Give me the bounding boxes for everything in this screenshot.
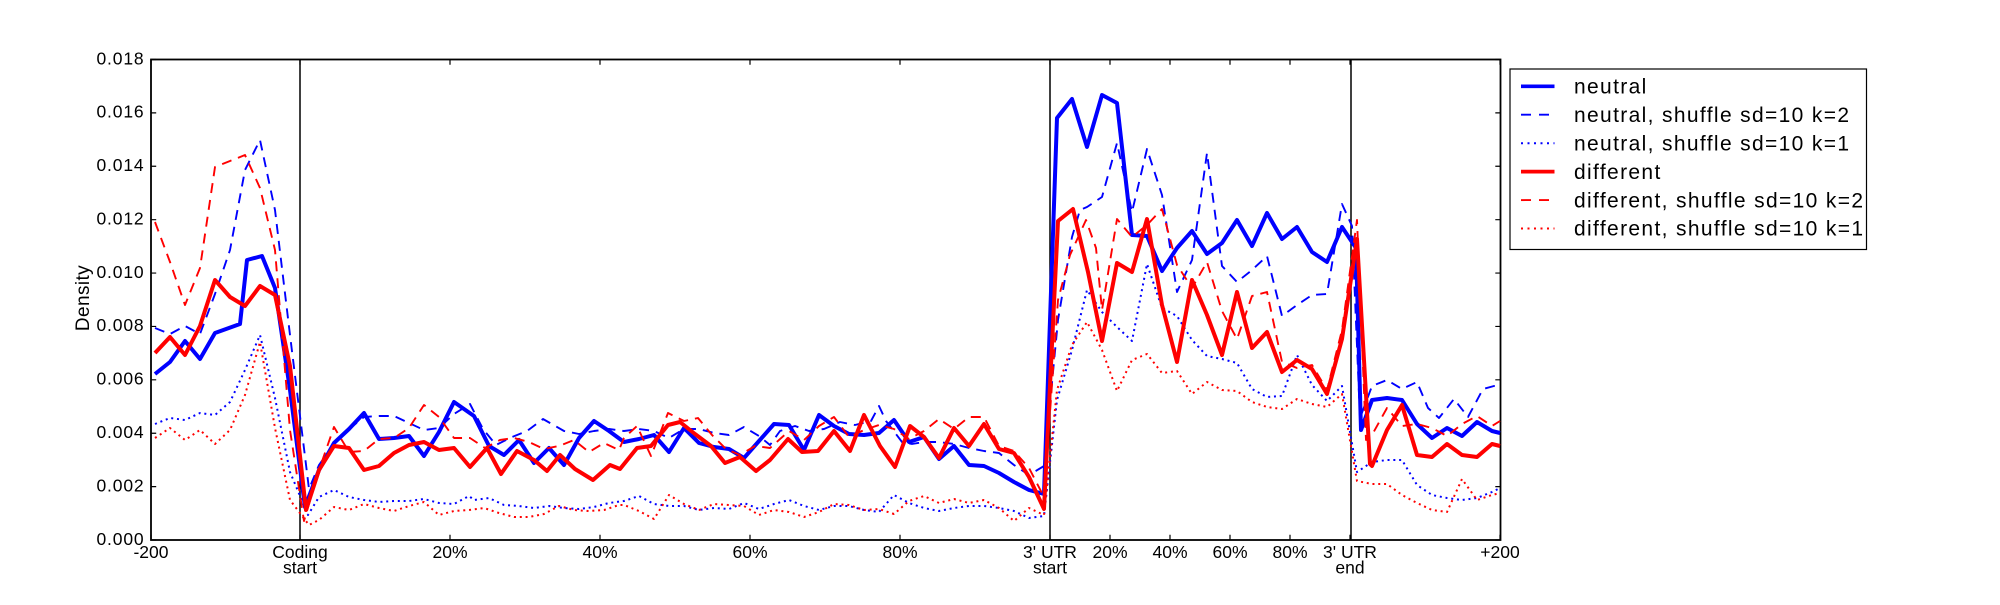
svg-text:0.008: 0.008 [96,315,144,335]
svg-text:0.012: 0.012 [96,209,144,229]
svg-text:different, shuffle sd=10 k=1: different, shuffle sd=10 k=1 [1574,218,1864,241]
svg-text:20%: 20% [1092,542,1127,562]
svg-text:0.000: 0.000 [96,529,144,549]
svg-text:60%: 60% [1212,542,1247,562]
svg-text:Coding: Coding [272,542,327,562]
svg-text:-200: -200 [133,542,168,562]
svg-text:0.010: 0.010 [96,262,144,282]
svg-text:0.006: 0.006 [96,369,144,389]
svg-text:0.014: 0.014 [96,155,144,175]
svg-text:40%: 40% [1152,542,1187,562]
svg-text:0.016: 0.016 [96,102,144,122]
svg-text:3' UTR: 3' UTR [1323,542,1377,562]
svg-text:+200: +200 [1480,542,1520,562]
svg-text:start: start [1033,558,1067,578]
svg-text:neutral: neutral [1574,76,1648,99]
svg-text:0.004: 0.004 [96,422,144,442]
svg-text:80%: 80% [1272,542,1307,562]
svg-text:0.002: 0.002 [96,475,144,495]
svg-text:neutral, shuffle sd=10 k=1: neutral, shuffle sd=10 k=1 [1574,132,1850,155]
svg-text:20%: 20% [432,542,467,562]
svg-text:60%: 60% [732,542,767,562]
svg-text:80%: 80% [882,542,917,562]
svg-text:different, shuffle sd=10 k=2: different, shuffle sd=10 k=2 [1574,189,1864,212]
svg-text:end: end [1335,558,1364,578]
svg-text:40%: 40% [582,542,617,562]
svg-text:3' UTR: 3' UTR [1023,542,1077,562]
svg-text:0.018: 0.018 [96,48,144,68]
svg-text:Density: Density [73,265,94,331]
svg-text:neutral, shuffle sd=10 k=2: neutral, shuffle sd=10 k=2 [1574,104,1850,127]
svg-text:start: start [283,558,317,578]
svg-text:different: different [1574,161,1662,184]
